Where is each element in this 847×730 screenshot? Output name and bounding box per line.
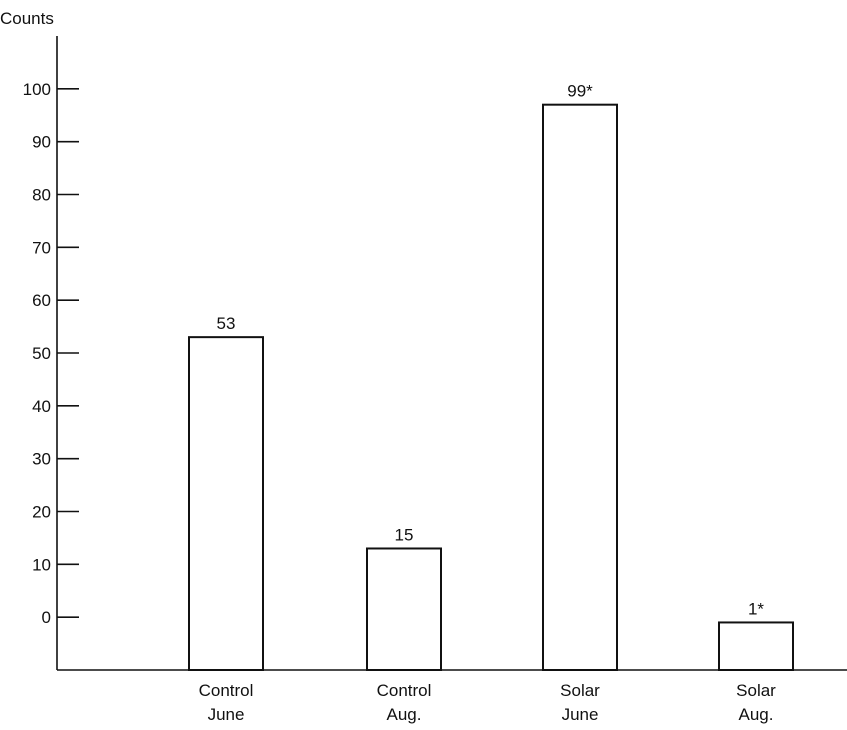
bar bbox=[188, 336, 264, 671]
y-tick-label: 60 bbox=[32, 291, 51, 310]
bar bbox=[542, 103, 618, 671]
category-labels: Control June Control Aug. Solar June Solar Aug. bbox=[199, 681, 777, 724]
x-category-label-line2: June bbox=[562, 705, 599, 724]
x-category-label-line2: June bbox=[208, 705, 245, 724]
y-axis-title: Counts bbox=[0, 9, 54, 28]
y-tick-label: 10 bbox=[32, 555, 51, 574]
x-category-label-line2: Aug. bbox=[387, 705, 422, 724]
bar-data-labels: 53 15 99* 1* bbox=[217, 82, 765, 619]
y-tick-label: 90 bbox=[32, 133, 51, 152]
y-tick-label: 30 bbox=[32, 450, 51, 469]
y-tick-label: 80 bbox=[32, 186, 51, 205]
y-tick-label: 20 bbox=[32, 503, 51, 522]
x-category-label-line1: Control bbox=[377, 681, 432, 700]
bar bbox=[718, 621, 794, 672]
y-tick-label: 0 bbox=[42, 608, 51, 627]
x-category-label-line1: Solar bbox=[560, 681, 600, 700]
y-tick-label: 50 bbox=[32, 344, 51, 363]
x-category-label-line2: Aug. bbox=[739, 705, 774, 724]
y-tick-label: 40 bbox=[32, 397, 51, 416]
bar-data-label: 15 bbox=[395, 525, 414, 544]
bar-data-label: 1* bbox=[748, 599, 764, 618]
bars bbox=[188, 103, 794, 672]
y-ticks: 0 10 20 30 40 50 60 70 80 90 100 bbox=[23, 80, 79, 627]
y-tick-label: 70 bbox=[32, 238, 51, 257]
x-category-label-line1: Solar bbox=[736, 681, 776, 700]
x-category-label-line1: Control bbox=[199, 681, 254, 700]
bar-data-label: 53 bbox=[217, 314, 236, 333]
y-tick-label: 100 bbox=[23, 80, 51, 99]
bar bbox=[366, 547, 442, 672]
bar-data-label: 99* bbox=[567, 82, 593, 101]
